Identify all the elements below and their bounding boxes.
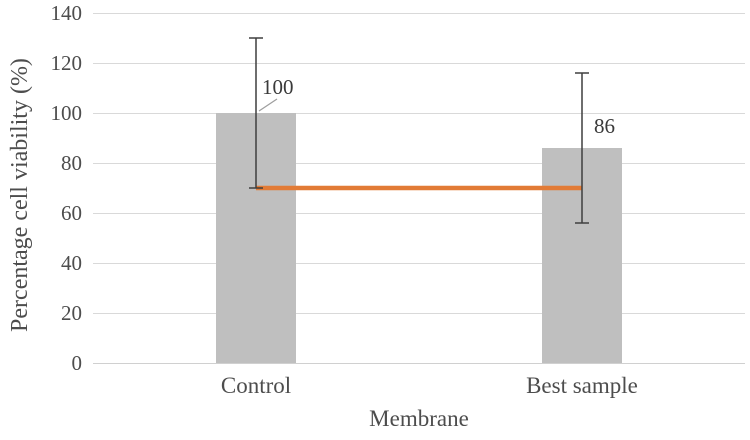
y-tick-label-140: 140 (50, 1, 83, 25)
category-label-best-sample: Best sample (526, 373, 638, 398)
gridline-120 (93, 63, 745, 64)
bar-control (216, 113, 296, 363)
y-tick-label-20: 20 (61, 301, 82, 325)
data-label-86: 86 (594, 114, 615, 138)
category-label-control: Control (220, 373, 292, 398)
y-tick-label-120: 120 (50, 51, 83, 75)
y-tick-label-60: 60 (61, 201, 82, 225)
y-tick-label-100: 100 (50, 101, 83, 125)
bar-best-sample (542, 148, 622, 363)
gridline-80 (93, 163, 745, 164)
y-tick-label-0: 0 (71, 351, 83, 375)
gridline-40 (93, 263, 745, 264)
data-label-leader-line (258, 98, 278, 112)
gridline-60 (93, 213, 745, 214)
data-label-100: 100 (262, 75, 294, 99)
gridline-0 (93, 363, 745, 364)
gridline-140 (93, 13, 745, 14)
gridline-20 (93, 313, 745, 314)
y-tick-label-40: 40 (61, 251, 82, 275)
gridline-100 (93, 113, 745, 114)
y-tick-label-80: 80 (61, 151, 82, 175)
x-axis-title: Membrane (369, 406, 469, 431)
